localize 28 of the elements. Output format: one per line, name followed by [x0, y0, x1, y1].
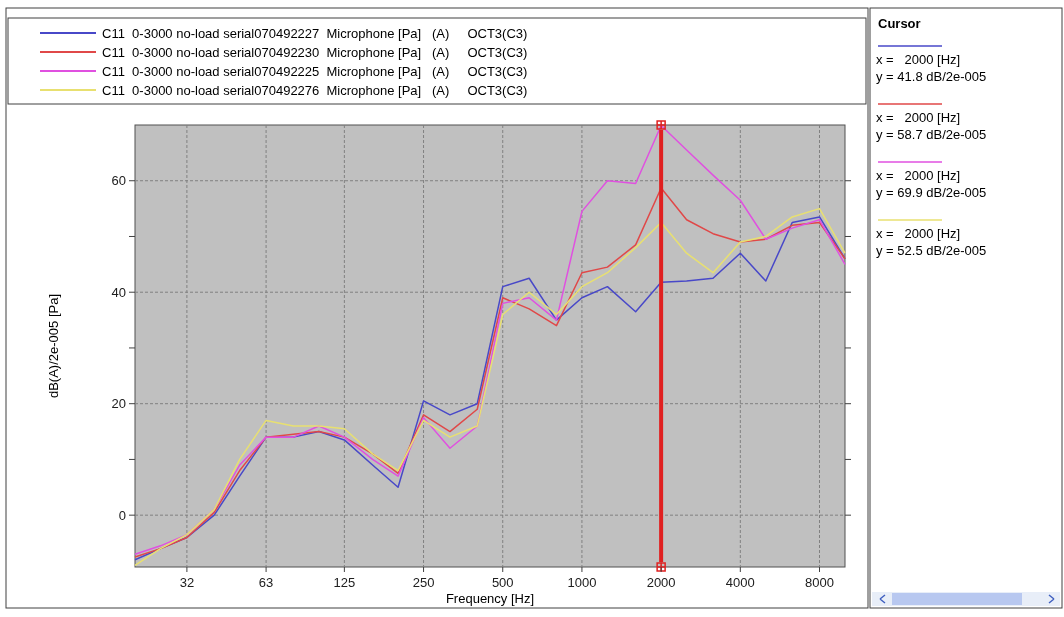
text: x = 2000 [Hz] — [876, 110, 961, 125]
x-tick-label: 125 — [333, 575, 356, 590]
x-tick-label: 32 — [179, 575, 195, 590]
x-tick-label: 4000 — [725, 575, 755, 590]
text: y = 69.9 dB/2e-005 — [876, 185, 987, 200]
legend-label: C11 0-3000 no-load serial070492225 Microphone [Pa] (A) OCT3(C3) — [102, 63, 528, 79]
x-tick-label: 1000 — [567, 575, 597, 590]
text: y = 58.7 dB/2e-005 — [876, 127, 987, 142]
y-tick-label: 40 — [111, 284, 126, 300]
x-tick-label: 500 — [491, 575, 514, 590]
x-tick-label: 8000 — [805, 575, 834, 590]
x-tick-label: 63 — [258, 575, 274, 590]
y-axis-title: dB(A)/2e-005 [Pa] — [46, 293, 61, 399]
y-tick-label: 20 — [111, 396, 126, 412]
text: x = 2000 [Hz] — [876, 168, 961, 183]
y-tick-label: 0 — [118, 507, 126, 523]
x-axis-title: Frequency [Hz] — [445, 591, 535, 606]
legend-label: C11 0-3000 no-load serial070492227 Microphone [Pa] (A) OCT3(C3) — [102, 25, 528, 41]
legend-label: C11 0-3000 no-load serial070492276 Microphone [Pa] (A) OCT3(C3) — [102, 82, 528, 98]
x-tick-label: 2000 — [646, 575, 676, 590]
text: y = 41.8 dB/2e-005 — [876, 69, 987, 84]
legend-label: C11 0-3000 no-load serial070492230 Microphone [Pa] (A) OCT3(C3) — [102, 44, 528, 60]
y-tick-label: 60 — [111, 173, 126, 189]
text: Cursor — [878, 16, 921, 31]
x-tick-label: 250 — [412, 575, 435, 590]
text: x = 2000 [Hz] — [876, 226, 961, 241]
text: y = 52.5 dB/2e-005 — [876, 243, 987, 258]
text: x = 2000 [Hz] — [876, 52, 961, 67]
